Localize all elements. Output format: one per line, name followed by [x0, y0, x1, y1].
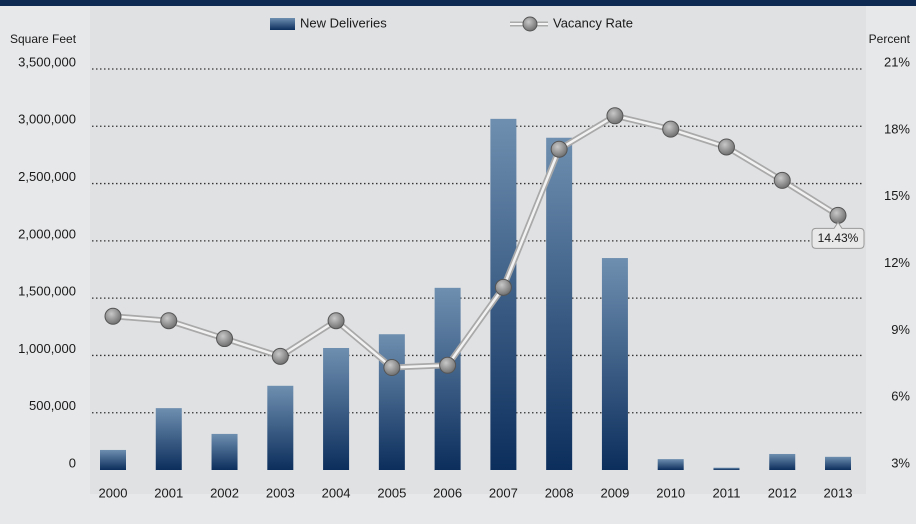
- plot-area: [90, 6, 866, 494]
- legend-label: New Deliveries: [300, 15, 387, 30]
- line-marker: [606, 107, 624, 125]
- callout-box: [811, 221, 865, 249]
- x-tick-label: 2012: [768, 485, 797, 500]
- y-tick-label: 1,500,000: [18, 284, 76, 299]
- legend-label: Vacancy Rate: [553, 15, 633, 30]
- bar: [601, 258, 628, 470]
- bar: [546, 137, 573, 470]
- line-marker: [439, 356, 457, 374]
- x-tick-label: 2004: [322, 485, 351, 500]
- y-tick-label: 3,000,000: [18, 112, 76, 127]
- line-marker: [662, 120, 680, 138]
- bar: [100, 449, 126, 470]
- x-tick-label: 2000: [99, 485, 128, 500]
- line-marker: [829, 206, 847, 224]
- line-marker: [383, 359, 401, 377]
- x-tick-label: 2007: [489, 485, 518, 500]
- y2-tick-label: 15%: [884, 188, 910, 203]
- line-marker: [773, 171, 791, 189]
- data-label: 14.43%: [818, 231, 859, 245]
- line: [112, 114, 839, 369]
- x-tick-label: 2002: [210, 485, 239, 500]
- line-marker: [494, 278, 512, 296]
- bar: [769, 453, 796, 470]
- line-marker: [216, 330, 234, 348]
- y2-tick-label: 12%: [884, 255, 910, 270]
- y-tick-label: 3,500,000: [18, 54, 76, 69]
- y2-tick-label: 21%: [884, 54, 910, 69]
- legend-bar-swatch: [270, 18, 295, 30]
- x-tick-label: 2003: [266, 485, 295, 500]
- line-marker: [717, 138, 735, 156]
- x-tick-label: 2010: [656, 485, 685, 500]
- y2-tick-label: 18%: [884, 121, 910, 136]
- y2-tick-label: 3%: [891, 455, 910, 470]
- x-tick-label: 2006: [433, 485, 462, 500]
- bar: [155, 408, 182, 470]
- y-tick-label: 1,000,000: [18, 341, 76, 356]
- y2-tick-label: 9%: [891, 322, 910, 337]
- y2-tick-label: 6%: [891, 389, 910, 404]
- x-tick-label: 2009: [600, 485, 629, 500]
- legend-marker: [522, 16, 538, 32]
- line-marker: [327, 312, 345, 330]
- x-tick-label: 2008: [545, 485, 574, 500]
- bar: [657, 459, 684, 470]
- x-tick-label: 2011: [712, 485, 740, 500]
- bar: [434, 287, 461, 470]
- line-marker: [104, 307, 122, 325]
- line-marker: [550, 140, 568, 158]
- line-marker: [271, 347, 289, 365]
- bar: [825, 456, 852, 470]
- bar: [323, 347, 350, 470]
- y-axis-title: Square Feet: [10, 32, 77, 46]
- x-tick-label: 2005: [377, 485, 406, 500]
- line-marker: [160, 312, 178, 330]
- y-tick-label: 2,500,000: [18, 169, 76, 184]
- bar: [713, 467, 740, 470]
- y-tick-label: 0: [69, 455, 76, 470]
- y-tick-label: 500,000: [29, 398, 76, 413]
- y-tick-label: 2,000,000: [18, 226, 76, 241]
- bar: [378, 334, 405, 470]
- bar: [211, 433, 238, 470]
- bar: [267, 385, 294, 470]
- x-tick-label: 2001: [154, 485, 183, 500]
- x-tick-label: 2013: [824, 485, 853, 500]
- top-bar: [0, 0, 916, 6]
- y2-axis-title: Percent: [869, 32, 911, 46]
